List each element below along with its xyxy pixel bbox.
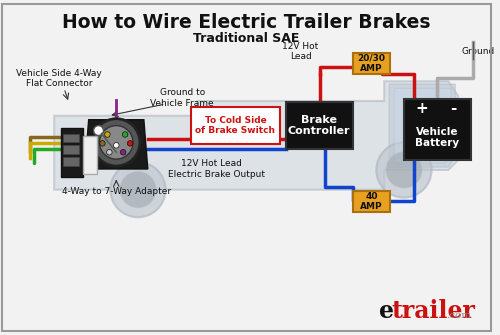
FancyBboxPatch shape: [63, 134, 79, 142]
Circle shape: [104, 132, 110, 137]
Text: Brake
Controller: Brake Controller: [288, 115, 350, 136]
Polygon shape: [394, 88, 452, 163]
Circle shape: [100, 126, 133, 159]
Circle shape: [128, 141, 133, 146]
Circle shape: [94, 126, 104, 135]
FancyBboxPatch shape: [404, 99, 471, 160]
Text: trailer: trailer: [391, 299, 475, 323]
Circle shape: [100, 141, 105, 146]
FancyBboxPatch shape: [63, 145, 79, 154]
Circle shape: [92, 119, 140, 166]
FancyBboxPatch shape: [63, 157, 79, 166]
Text: .com: .com: [446, 311, 471, 320]
Text: To Cold Side
of Brake Switch: To Cold Side of Brake Switch: [196, 116, 276, 135]
FancyBboxPatch shape: [352, 191, 390, 212]
Text: 12V Hot
Lead: 12V Hot Lead: [282, 42, 318, 61]
Text: Vehicle Side 4-Way
Flat Connector: Vehicle Side 4-Way Flat Connector: [16, 69, 102, 88]
Circle shape: [376, 142, 432, 198]
Polygon shape: [84, 120, 148, 169]
Text: 12V Hot Lead: 12V Hot Lead: [182, 158, 242, 168]
Circle shape: [122, 132, 128, 137]
FancyBboxPatch shape: [352, 53, 390, 74]
FancyBboxPatch shape: [286, 102, 352, 149]
FancyBboxPatch shape: [83, 136, 96, 174]
Text: Ground to
Vehicle Frame: Ground to Vehicle Frame: [150, 88, 214, 108]
FancyBboxPatch shape: [191, 107, 280, 144]
Text: e: e: [380, 299, 394, 323]
Text: Ground: Ground: [461, 47, 494, 56]
Circle shape: [386, 152, 422, 188]
Circle shape: [120, 172, 156, 207]
Text: Traditional SAE: Traditional SAE: [193, 32, 300, 46]
Text: Electric Brake Output: Electric Brake Output: [168, 171, 266, 179]
Text: +: +: [416, 102, 428, 116]
Circle shape: [120, 149, 126, 155]
Circle shape: [110, 162, 166, 217]
Text: How to Wire Electric Trailer Brakes: How to Wire Electric Trailer Brakes: [62, 13, 430, 32]
FancyBboxPatch shape: [61, 128, 83, 177]
Circle shape: [106, 149, 112, 155]
Circle shape: [114, 143, 119, 148]
Polygon shape: [54, 81, 458, 190]
Text: Vehicle
Battery: Vehicle Battery: [416, 127, 460, 148]
Text: 20/30
AMP: 20/30 AMP: [358, 54, 386, 73]
Text: 4-Way to 7-Way Adapter: 4-Way to 7-Way Adapter: [62, 187, 171, 196]
Polygon shape: [389, 84, 455, 167]
Text: 40
AMP: 40 AMP: [360, 192, 383, 211]
Text: -: -: [450, 102, 456, 116]
